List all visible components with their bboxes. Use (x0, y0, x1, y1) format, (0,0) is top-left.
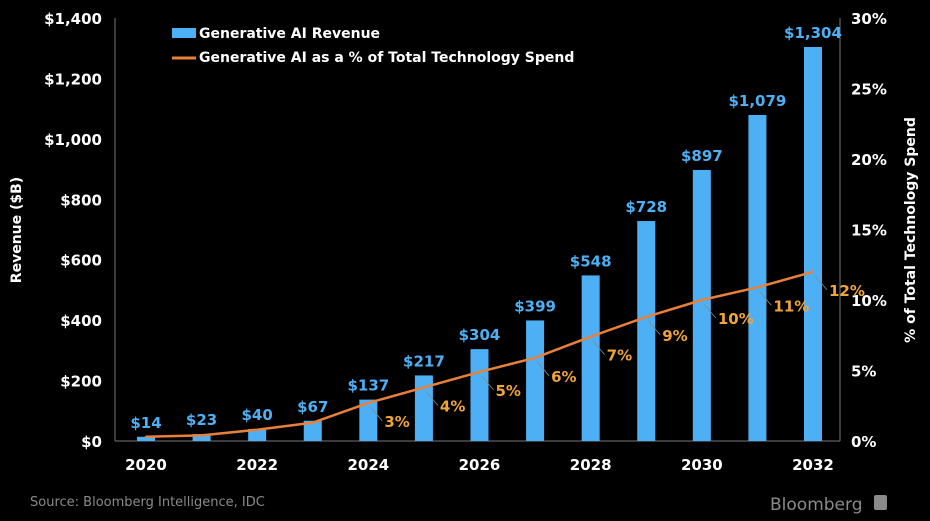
bar-2029 (637, 221, 656, 441)
share-point-2025 (422, 386, 425, 389)
line-series: 3% 4% 5% 6% 7% 9% 10% 11% 12% (145, 270, 865, 439)
share-label-leader (370, 406, 383, 422)
share-point-2026 (478, 370, 481, 373)
bar-data-label: $304 (459, 326, 501, 344)
share-point-2024 (367, 401, 370, 404)
legend-label-revenue: Generative AI Revenue (199, 26, 380, 42)
x-axis: 2020 2022 2024 2026 2028 2030 2032 (115, 440, 840, 474)
share-point-2029 (645, 315, 648, 318)
right-axis: 0% 5% 10% 15% 20% 25% 30% (839, 10, 887, 451)
x-tick-label: 2028 (570, 456, 612, 474)
right-tick-label: 0% (851, 433, 876, 451)
left-axis: $0 $200 $400 $600 $800 $1,000 $1,200 $1,400 (44, 10, 116, 451)
left-tick-label: $0 (81, 433, 102, 451)
bar-2022 (248, 428, 267, 441)
x-tick-label: 2020 (125, 456, 167, 474)
right-tick-label: 15% (851, 222, 887, 240)
bar-2020 (137, 436, 155, 441)
right-tick-label: 20% (851, 151, 887, 169)
bar-2030 (692, 169, 711, 442)
share-point-2027 (534, 356, 537, 359)
bar-2026 (470, 349, 489, 441)
right-tick-label: 5% (851, 363, 876, 381)
legend-label-share: Generative AI as a % of Total Technology… (199, 50, 574, 66)
bar-data-label: $897 (681, 147, 723, 165)
share-data-label: 5% (496, 382, 521, 400)
share-point-2020 (145, 435, 147, 438)
share-label-leader (481, 375, 494, 391)
share-label-leader (814, 275, 828, 291)
x-tick-label: 2032 (792, 456, 834, 474)
x-tick-label: 2024 (347, 456, 389, 474)
share-data-label: 9% (662, 327, 687, 345)
bar-data-label: $728 (625, 198, 667, 216)
bar-2025 (414, 375, 433, 441)
bar-2027 (526, 320, 545, 441)
right-tick-label: 10% (851, 292, 887, 310)
legend-swatch-revenue (172, 28, 196, 38)
right-tick-label: 25% (851, 81, 887, 99)
share-label-leader (536, 361, 550, 377)
right-axis-title: % of Total Technology Spend (903, 117, 919, 343)
bar-2028 (581, 275, 600, 441)
share-label-leader (647, 320, 661, 336)
bloomberg-logo: Bloomberg (770, 495, 887, 515)
bar-data-label: $137 (347, 377, 389, 395)
share-data-label: 12% (829, 282, 865, 300)
bar-series: $14 $23 $40 $67 $137 $217 $304 $399 $548 $728 $897… (130, 24, 842, 442)
share-point-2023 (311, 421, 314, 424)
bar-data-label: $399 (514, 297, 556, 315)
bar-data-label: $1,079 (728, 92, 786, 110)
share-label-leader (425, 391, 439, 406)
left-tick-label: $1,200 (44, 70, 102, 88)
left-tick-label: $400 (60, 312, 102, 330)
share-label-leader (759, 291, 772, 306)
share-data-label: 4% (440, 397, 465, 415)
share-point-2028 (589, 335, 592, 338)
bloomberg-logo-mark (874, 495, 887, 510)
right-tick-label: 30% (851, 10, 887, 28)
source-note: Source: Bloomberg Intelligence, IDC (30, 495, 265, 510)
legend: Generative AI Revenue Generative AI as a… (172, 26, 574, 66)
bar-data-label: $217 (403, 352, 445, 370)
share-point-2022 (256, 428, 259, 431)
share-label-leader (592, 340, 605, 355)
bar-data-label: $548 (570, 252, 612, 270)
share-data-label: 7% (607, 347, 632, 365)
x-tick-label: 2030 (681, 456, 723, 474)
bloomberg-logo-text: Bloomberg (770, 495, 862, 515)
bar-data-label: $67 (297, 398, 328, 416)
share-point-2032 (812, 270, 814, 273)
left-tick-label: $1,000 (44, 131, 102, 149)
left-tick-label: $1,400 (44, 10, 102, 28)
x-tick-label: 2022 (236, 456, 278, 474)
bar-data-label: $23 (186, 411, 217, 429)
left-tick-label: $200 (60, 373, 102, 391)
share-data-label: 6% (551, 368, 576, 386)
bar-2021 (192, 434, 211, 441)
share-point-2031 (756, 286, 759, 289)
left-axis-title: Revenue ($B) (9, 177, 25, 283)
share-data-label: 3% (384, 413, 409, 431)
bar-2032 (804, 47, 822, 442)
share-data-label: 11% (773, 297, 809, 315)
bar-2023 (303, 420, 322, 441)
bar-data-label: $1,304 (784, 24, 842, 42)
share-label-leader (703, 303, 717, 319)
left-tick-label: $800 (60, 191, 102, 209)
left-tick-label: $600 (60, 252, 102, 270)
share-point-2021 (200, 434, 203, 437)
bar-data-label: $14 (130, 414, 161, 432)
x-tick-label: 2026 (459, 456, 501, 474)
share-point-2030 (700, 299, 703, 301)
bar-data-label: $40 (242, 406, 273, 424)
bar-2031 (748, 114, 767, 441)
share-data-label: 10% (718, 310, 754, 328)
